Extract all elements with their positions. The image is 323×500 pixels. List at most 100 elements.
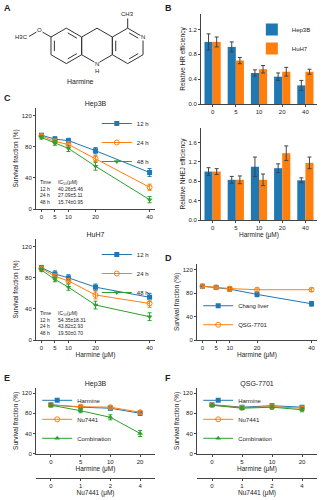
svg-text:10: 10 xyxy=(256,109,263,115)
svg-text:120: 120 xyxy=(183,267,194,273)
svg-text:20: 20 xyxy=(92,214,99,220)
svg-text:Harmine: Harmine xyxy=(67,78,94,85)
svg-text:0: 0 xyxy=(201,345,205,351)
svg-text:0.0: 0.0 xyxy=(188,101,197,107)
svg-text:40: 40 xyxy=(302,225,309,231)
svg-text:48 h: 48 h xyxy=(137,159,149,165)
svg-text:E: E xyxy=(4,373,10,383)
svg-text:40: 40 xyxy=(186,314,193,320)
svg-text:Chang liver: Chang liver xyxy=(238,303,268,309)
svg-text:0: 0 xyxy=(40,345,44,351)
svg-text:1.2: 1.2 xyxy=(188,159,197,165)
svg-text:Harmine (μM): Harmine (μM) xyxy=(237,465,277,473)
svg-text:Survival fraction (%): Survival fraction (%) xyxy=(173,392,181,450)
svg-text:QSG-7701: QSG-7701 xyxy=(240,380,274,388)
svg-text:20: 20 xyxy=(279,225,286,231)
svg-text:QSG-7701: QSG-7701 xyxy=(238,322,267,328)
svg-text:48 h: 48 h xyxy=(137,290,149,296)
svg-text:40: 40 xyxy=(186,431,193,437)
svg-text:Nu7441 (μM): Nu7441 (μM) xyxy=(76,489,114,497)
svg-text:0: 0 xyxy=(49,459,53,465)
svg-text:Harmine (μM): Harmine (μM) xyxy=(237,351,277,359)
svg-text:5: 5 xyxy=(214,345,218,351)
svg-text:HuH7: HuH7 xyxy=(292,46,308,52)
svg-text:80: 80 xyxy=(25,410,32,416)
svg-text:Harmine: Harmine xyxy=(77,398,100,404)
svg-text:D: D xyxy=(165,253,172,263)
svg-text:1.6: 1.6 xyxy=(188,140,197,146)
svg-text:A: A xyxy=(4,3,11,13)
svg-text:N: N xyxy=(95,61,99,67)
svg-text:CH3: CH3 xyxy=(121,11,134,17)
svg-text:0: 0 xyxy=(211,225,215,231)
svg-text:0: 0 xyxy=(210,483,214,489)
svg-text:20: 20 xyxy=(279,109,286,115)
svg-text:0.4: 0.4 xyxy=(188,76,197,82)
svg-text:24 h: 24 h xyxy=(137,271,149,277)
svg-text:1: 1 xyxy=(79,483,83,489)
svg-text:10: 10 xyxy=(65,345,72,351)
svg-text:40: 40 xyxy=(25,306,32,312)
svg-text:Harmine: Harmine xyxy=(238,398,261,404)
svg-text:Nu7441 (μM): Nu7441 (μM) xyxy=(238,489,276,497)
svg-text:0: 0 xyxy=(28,451,32,457)
svg-text:80: 80 xyxy=(186,410,193,416)
svg-text:O: O xyxy=(37,27,42,33)
svg-text:40: 40 xyxy=(308,345,315,351)
svg-text:Combination: Combination xyxy=(77,436,111,442)
svg-text:10: 10 xyxy=(65,214,72,220)
svg-text:IC₅₀(μM)40.26±5.4627.09±5.1115: IC₅₀(μM)40.26±5.4627.09±5.1115.74±0.95 xyxy=(58,179,83,205)
svg-text:5: 5 xyxy=(53,345,57,351)
svg-text:0: 0 xyxy=(40,214,44,220)
svg-text:H: H xyxy=(95,68,99,74)
svg-text:0: 0 xyxy=(189,337,193,343)
svg-text:Relative NHEJ efficiency: Relative NHEJ efficiency xyxy=(179,138,187,210)
svg-text:5: 5 xyxy=(234,109,238,115)
svg-text:Hep3B: Hep3B xyxy=(292,27,310,33)
svg-text:Nu7441: Nu7441 xyxy=(77,417,99,423)
svg-text:40: 40 xyxy=(25,431,32,437)
svg-text:4: 4 xyxy=(138,483,142,489)
svg-text:12 h: 12 h xyxy=(137,121,149,127)
svg-text:10: 10 xyxy=(226,345,233,351)
svg-text:0: 0 xyxy=(28,337,32,343)
svg-text:0: 0 xyxy=(210,459,214,465)
svg-text:0: 0 xyxy=(189,451,193,457)
svg-text:10: 10 xyxy=(269,459,276,465)
svg-text:120: 120 xyxy=(22,113,33,119)
svg-text:H3C: H3C xyxy=(15,34,28,40)
svg-text:1.2: 1.2 xyxy=(188,27,197,33)
svg-text:10: 10 xyxy=(107,459,114,465)
svg-text:IC₅₀(μM)54.35±18.3143.82±2.931: IC₅₀(μM)54.35±18.3143.82±2.9319.50±0.70 xyxy=(58,310,86,336)
svg-text:B: B xyxy=(165,3,172,13)
svg-text:1: 1 xyxy=(240,483,244,489)
svg-text:20: 20 xyxy=(92,345,99,351)
svg-text:Harmine (μM): Harmine (μM) xyxy=(76,465,116,473)
svg-text:HuH7: HuH7 xyxy=(87,231,105,238)
svg-text:40: 40 xyxy=(25,175,32,181)
svg-text:40: 40 xyxy=(302,109,309,115)
svg-text:Relative HR efficiency: Relative HR efficiency xyxy=(179,27,187,91)
svg-text:20: 20 xyxy=(299,459,306,465)
svg-text:Time12 h24 h48 h: Time12 h24 h48 h xyxy=(40,310,51,336)
svg-text:F: F xyxy=(165,373,171,383)
svg-text:Survival fraction (%): Survival fraction (%) xyxy=(12,260,20,318)
svg-text:Harmine (μM): Harmine (μM) xyxy=(239,231,279,239)
svg-text:120: 120 xyxy=(183,390,194,396)
svg-text:0.4: 0.4 xyxy=(188,198,197,204)
svg-text:Survival fraction (%): Survival fraction (%) xyxy=(173,273,181,331)
svg-text:N: N xyxy=(141,34,145,40)
svg-text:0: 0 xyxy=(211,109,215,115)
svg-text:120: 120 xyxy=(22,390,33,396)
svg-text:2: 2 xyxy=(109,483,113,489)
svg-text:Nu7441: Nu7441 xyxy=(238,417,260,423)
svg-text:12 h: 12 h xyxy=(137,252,149,258)
svg-text:2: 2 xyxy=(270,483,274,489)
svg-text:40: 40 xyxy=(146,345,153,351)
svg-text:5: 5 xyxy=(53,214,57,220)
svg-text:80: 80 xyxy=(25,275,32,281)
svg-text:5: 5 xyxy=(240,459,244,465)
svg-text:80: 80 xyxy=(25,144,32,150)
svg-text:Survival fraction (%): Survival fraction (%) xyxy=(12,392,20,450)
svg-text:0: 0 xyxy=(49,483,53,489)
